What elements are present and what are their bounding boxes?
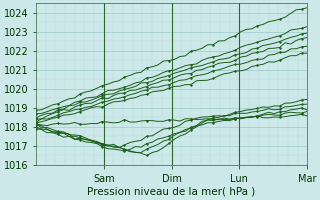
X-axis label: Pression niveau de la mer( hPa ): Pression niveau de la mer( hPa )	[87, 187, 256, 197]
